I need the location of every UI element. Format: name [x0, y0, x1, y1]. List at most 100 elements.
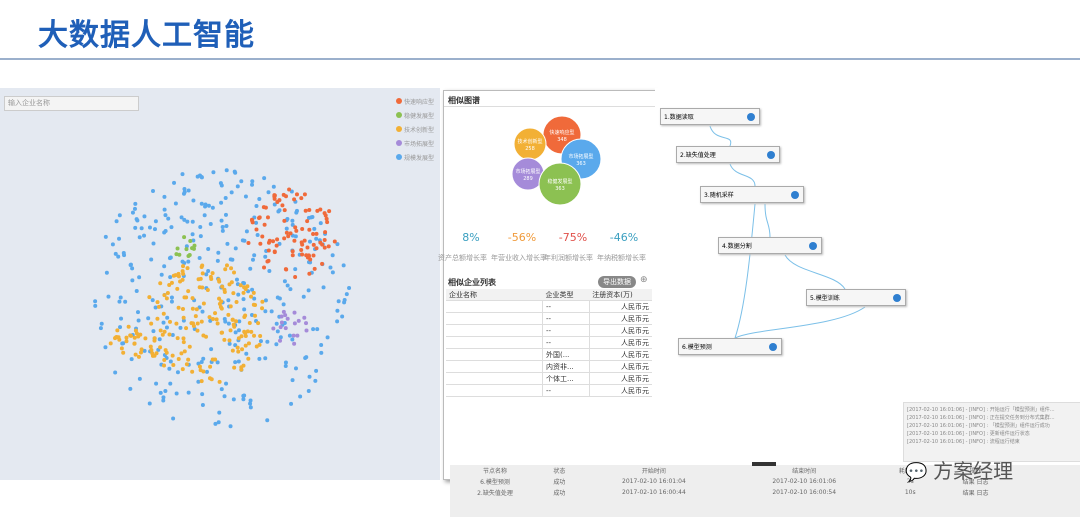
dot: [132, 206, 137, 211]
dot: [234, 319, 239, 324]
search-input[interactable]: 输入企业名称: [4, 96, 139, 111]
bubble-count: 258: [525, 146, 535, 152]
dot: [266, 248, 271, 253]
dot: [275, 295, 280, 300]
node-label: 5.模型训练: [810, 295, 840, 302]
dot: [119, 316, 124, 321]
dot: [322, 238, 327, 243]
dot: [166, 216, 171, 221]
dot: [184, 362, 189, 367]
table-cell: 2017-02-10 16:00:44: [622, 489, 686, 496]
dot: [186, 259, 191, 264]
stat-label: 年纳税额增长率: [597, 254, 646, 262]
dot: [214, 317, 219, 322]
dot: [312, 266, 317, 271]
node-status: [893, 294, 901, 302]
dot: [182, 235, 187, 240]
bubble-label: 技术创新型: [517, 138, 542, 145]
dot: [262, 222, 267, 227]
table-cell: 结果 日志: [962, 490, 989, 497]
workflow-node[interactable]: 2.缺失值处理: [676, 146, 780, 163]
dot: [210, 271, 215, 276]
scroll-handle[interactable]: [752, 462, 776, 466]
table-cell: 2.缺失值处理: [477, 490, 513, 497]
zoom-icon[interactable]: ⊕: [640, 275, 648, 285]
table-cell: 结果 日志: [962, 479, 989, 486]
workflow-node[interactable]: 6.模型预测: [678, 338, 782, 355]
workflow-node[interactable]: 1.数据读取: [660, 108, 760, 125]
dot: [293, 274, 298, 279]
dot: [258, 334, 263, 339]
workflow-node[interactable]: 5.模型训练: [806, 289, 906, 306]
link: [734, 306, 866, 339]
dot: [175, 286, 180, 291]
dot: [104, 270, 109, 275]
dot: [347, 285, 352, 290]
dot: [176, 357, 181, 362]
column-header: 企业名称: [446, 289, 543, 301]
column-header: 节点名称: [482, 468, 507, 475]
table-row: 6.模型预测 成功 2017-02-10 16:01:04 2017-02-10 16…: [450, 476, 1010, 487]
dot: [217, 301, 222, 306]
dot: [190, 219, 195, 224]
dot: [119, 346, 124, 351]
dot: [283, 194, 288, 199]
table-row: -- 人民币元: [446, 384, 652, 397]
dot: [252, 296, 257, 301]
table-row: 2.缺失值处理 成功 2017-02-10 16:00:44 2017-02-10 1…: [450, 487, 1010, 498]
dot: [249, 313, 254, 318]
dot: [210, 357, 215, 362]
log-line: [2017-02-10 16:01:06] - [INFO] : 「模型预测」组…: [907, 423, 1050, 429]
dot: [151, 329, 156, 334]
dot: [244, 351, 249, 356]
dot: [328, 265, 333, 270]
dot: [210, 205, 215, 210]
table-cell: 6.模型预测: [480, 479, 510, 486]
table-cell: 人民币元: [589, 324, 652, 337]
dot: [99, 321, 104, 326]
dot: [300, 226, 305, 231]
export-button[interactable]: 导出数据: [598, 276, 636, 288]
dot: [290, 253, 295, 258]
dot: [163, 348, 168, 353]
dot: [184, 247, 189, 252]
dot: [330, 253, 335, 258]
dot: [239, 179, 244, 184]
dot: [267, 238, 272, 243]
stats: 8% 资产总额增长率 -56% 年营业收入增长率 -75% 年利润额增长率 -46% 年纳税额…: [438, 231, 655, 271]
dot: [243, 333, 248, 338]
dot: [311, 253, 316, 258]
dot: [185, 219, 190, 224]
table-cell: --: [542, 300, 590, 313]
dot: [283, 313, 288, 318]
table-cell: 人民币元: [589, 348, 652, 361]
dot: [181, 336, 186, 341]
dot: [190, 232, 195, 237]
dot: [197, 364, 202, 369]
dot: [190, 296, 195, 301]
workflow-node[interactable]: 4.数据分割: [718, 237, 822, 254]
dot: [236, 328, 241, 333]
table-row: 内资非... 人民币元: [446, 360, 652, 373]
dot: [285, 316, 290, 321]
dot: [284, 226, 289, 231]
dot: [130, 210, 135, 215]
dot: [190, 306, 195, 311]
dot: [304, 321, 309, 326]
dot: [303, 208, 308, 213]
run-table: 节点名称 状态 开始时间 结束时间 耗时(秒) 操作 6.模型预测 成功 2017-02-10 …: [450, 465, 1010, 498]
dot: [158, 390, 163, 395]
legend-dot: [396, 112, 402, 118]
dot: [194, 307, 199, 312]
stat-value: -75%: [558, 231, 588, 244]
dot: [266, 190, 271, 195]
dot: [290, 249, 295, 254]
workflow-node[interactable]: 3.随机采样: [700, 186, 804, 203]
dot: [302, 238, 307, 243]
dot: [265, 418, 270, 423]
header-row: 节点名称 状态 开始时间 结束时间 耗时(秒) 操作: [450, 465, 1010, 476]
table-cell: 10s: [904, 489, 916, 496]
dot: [332, 239, 337, 244]
dot: [163, 388, 168, 393]
dot: [336, 299, 341, 304]
